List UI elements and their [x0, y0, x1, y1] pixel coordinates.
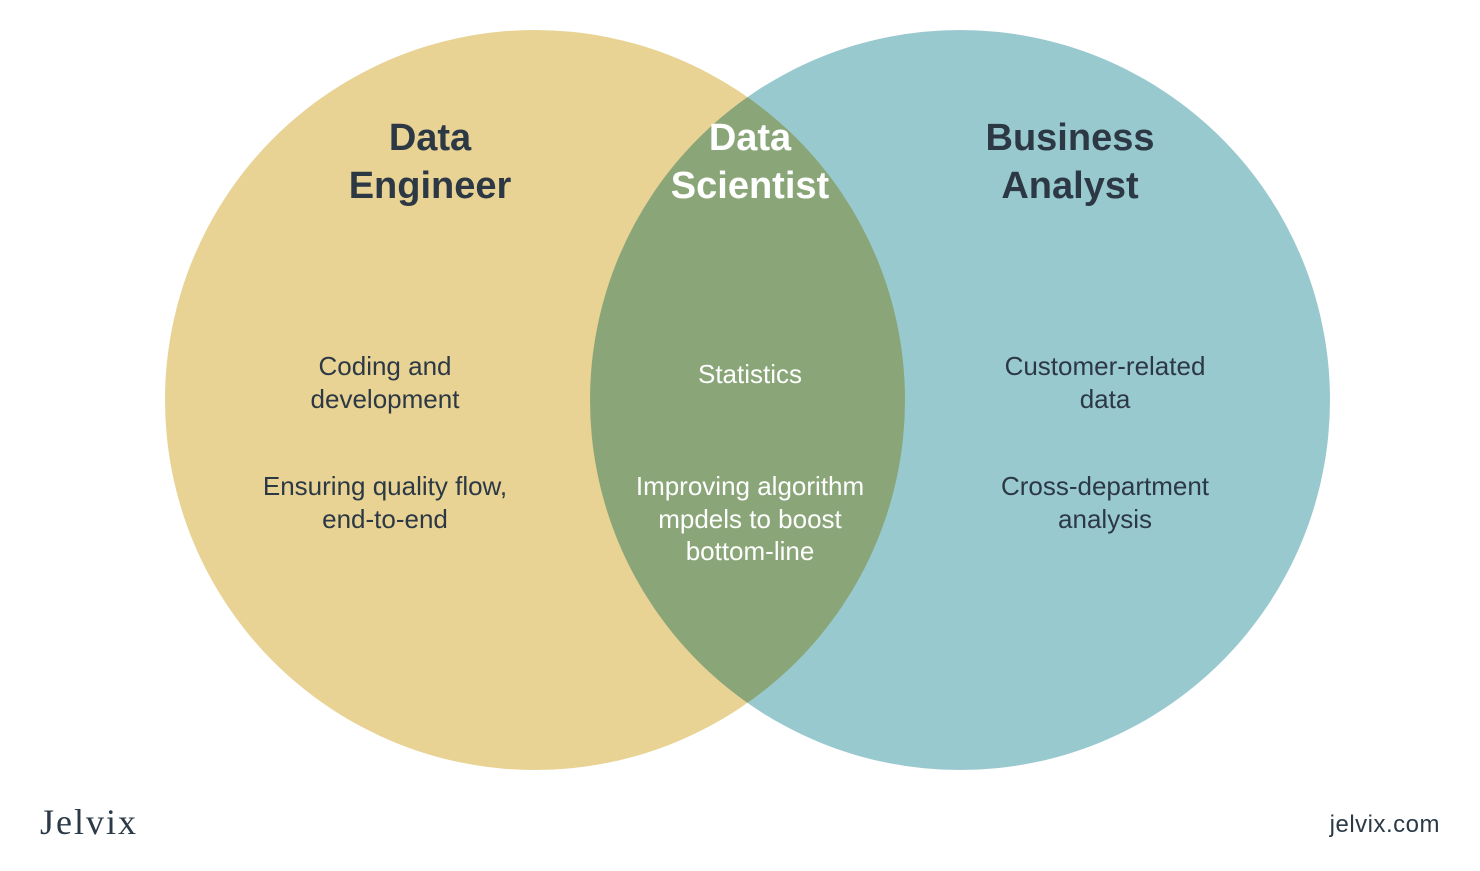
left-item-2: Ensuring quality flow, end-to-end: [215, 470, 555, 535]
left-item2-line1: Ensuring quality flow,: [263, 471, 507, 501]
center-item2-line3: bottom-line: [686, 536, 815, 566]
title-data-engineer: Data Engineer: [300, 115, 560, 210]
center-item-2: Improving algorithm mpdels to boost bott…: [600, 470, 900, 568]
left-item2-line2: end-to-end: [322, 504, 448, 534]
left-item1-line2: development: [311, 384, 460, 414]
title-left-line1: Data: [389, 117, 471, 159]
title-data-scientist: Data Scientist: [620, 115, 880, 210]
left-item-1: Coding and development: [235, 350, 535, 415]
brand-logo-text: Jelvix: [40, 801, 138, 843]
right-item-2: Cross-department analysis: [945, 470, 1265, 535]
right-item-1: Customer-related data: [945, 350, 1265, 415]
venn-diagram: Data Engineer Data Scientist Business An…: [0, 0, 1480, 871]
right-item1-line1: Customer-related: [1005, 351, 1206, 381]
title-business-analyst: Business Analyst: [930, 115, 1210, 210]
center-item2-line1: Improving algorithm: [636, 471, 864, 501]
title-center-line1: Data: [709, 117, 791, 159]
right-item2-line2: analysis: [1058, 504, 1152, 534]
right-item1-line2: data: [1080, 384, 1131, 414]
left-item1-line1: Coding and: [319, 351, 452, 381]
brand-url: jelvix.com: [1330, 811, 1440, 839]
title-right-line1: Business: [986, 117, 1155, 159]
title-right-line2: Analyst: [1001, 165, 1138, 207]
center-item-1: Statistics: [620, 358, 880, 391]
center-item2-line2: mpdels to boost: [658, 504, 842, 534]
title-left-line2: Engineer: [349, 165, 512, 207]
title-center-line2: Scientist: [671, 165, 829, 207]
right-item2-line1: Cross-department: [1001, 471, 1209, 501]
center-item1: Statistics: [698, 359, 802, 389]
